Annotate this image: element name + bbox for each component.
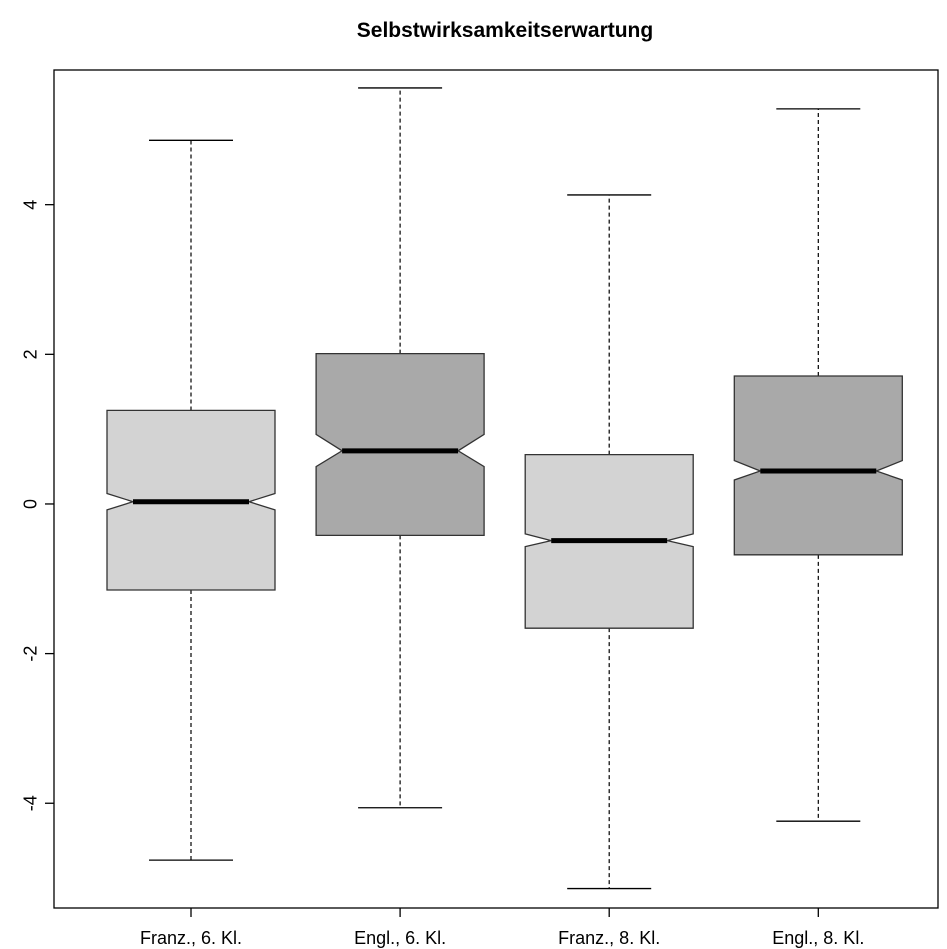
- y-tick-label: 2: [20, 349, 40, 359]
- x-tick-label: Engl., 8. Kl.: [772, 928, 864, 948]
- chart-title: Selbstwirksamkeitserwartung: [357, 19, 653, 42]
- x-tick-label: Franz., 8. Kl.: [558, 928, 660, 948]
- y-tick-label: -4: [20, 795, 40, 811]
- box-body: [733, 375, 903, 556]
- y-tick-label: 4: [20, 200, 40, 210]
- box-group: [106, 87, 903, 890]
- y-tick-label: -2: [20, 646, 40, 662]
- x-axis: Franz., 6. Kl. Engl., 6. Kl. Franz., 8. Kl…: [140, 908, 864, 948]
- box-body: [315, 352, 485, 537]
- plot-frame: [53, 69, 939, 909]
- y-axis: -4 -2 0 2 4: [20, 200, 54, 811]
- x-tick-label: Franz., 6. Kl.: [140, 928, 242, 948]
- x-tick-label: Engl., 6. Kl.: [354, 928, 446, 948]
- y-tick-label: 0: [20, 499, 40, 509]
